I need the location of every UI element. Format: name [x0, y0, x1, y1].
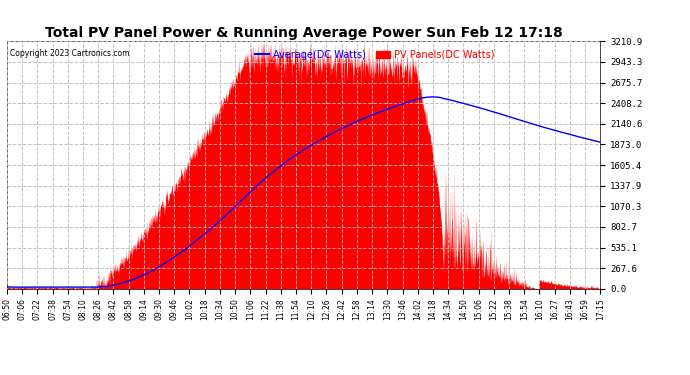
Title: Total PV Panel Power & Running Average Power Sun Feb 12 17:18: Total PV Panel Power & Running Average P… — [45, 26, 562, 40]
Legend: Average(DC Watts), PV Panels(DC Watts): Average(DC Watts), PV Panels(DC Watts) — [251, 46, 499, 64]
Text: Copyright 2023 Cartronics.com: Copyright 2023 Cartronics.com — [10, 49, 129, 58]
